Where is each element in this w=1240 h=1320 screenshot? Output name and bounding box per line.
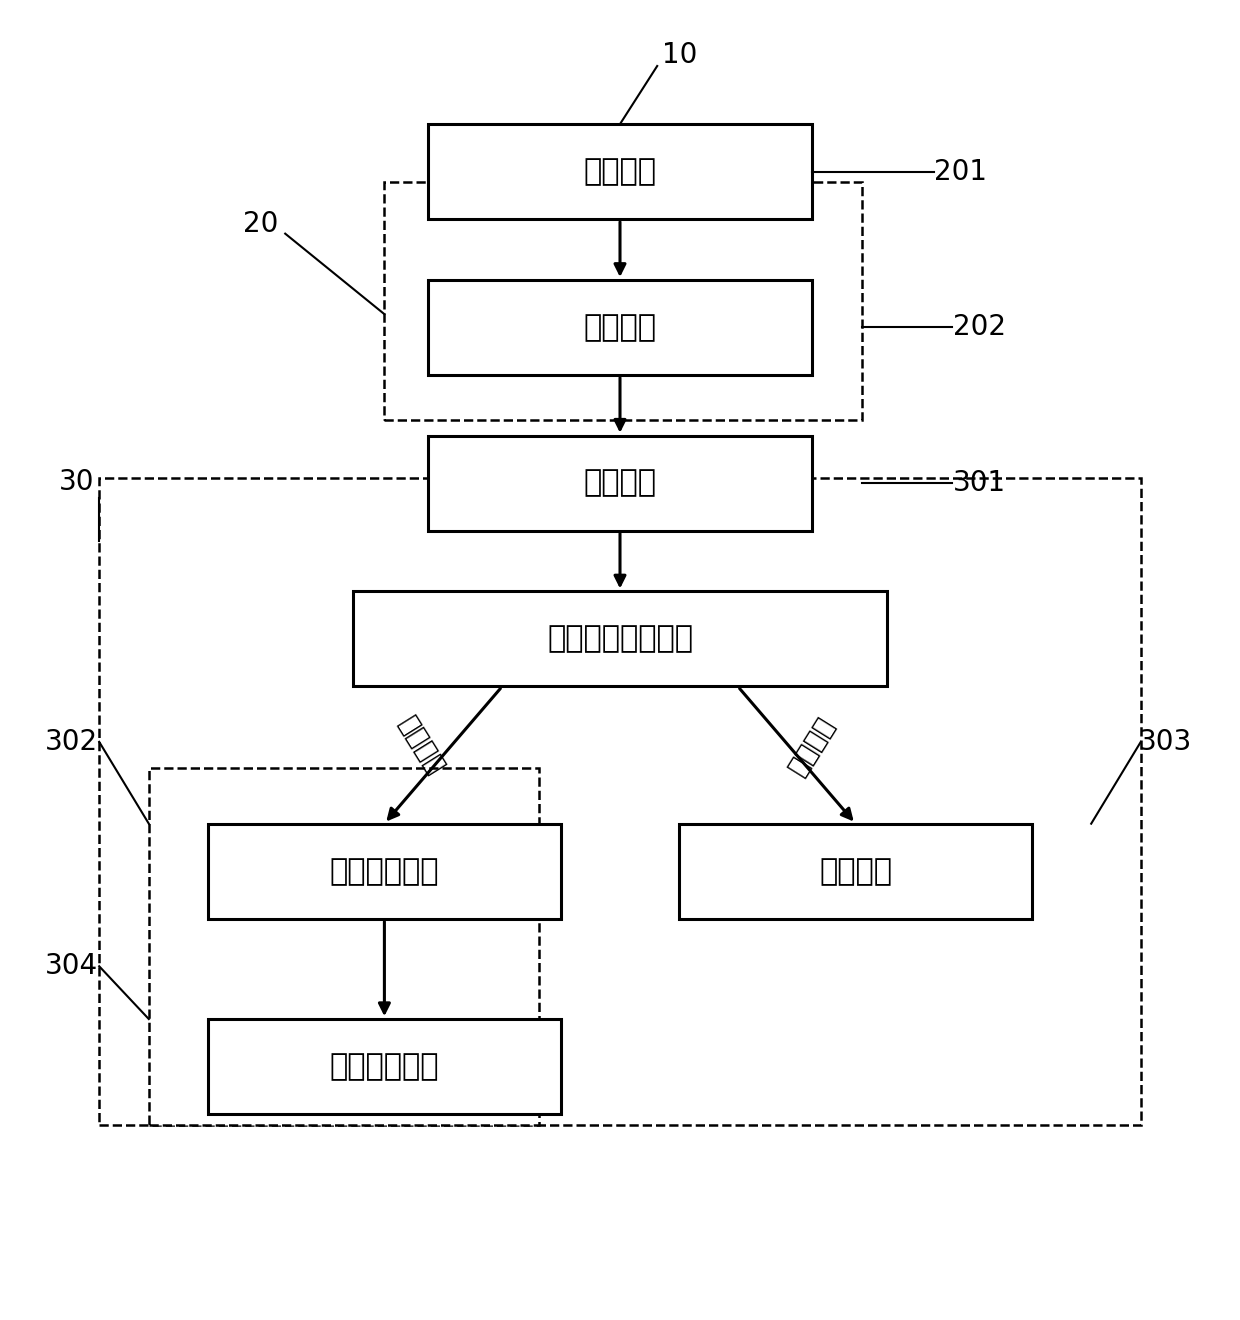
Text: 301: 301 <box>954 469 1006 498</box>
Text: 确认模块: 确认模块 <box>584 157 656 186</box>
Text: 30: 30 <box>60 467 94 496</box>
Bar <box>384 182 862 420</box>
Text: 201: 201 <box>935 157 987 186</box>
Text: 20: 20 <box>243 210 278 239</box>
Text: 10: 10 <box>662 41 697 70</box>
Bar <box>680 824 1032 919</box>
Text: 采集模块: 采集模块 <box>584 313 656 342</box>
Bar <box>428 436 812 531</box>
Bar <box>428 124 812 219</box>
Text: 202: 202 <box>954 313 1006 342</box>
Text: 通讯中断: 通讯中断 <box>785 711 839 780</box>
Text: 第一处理模块: 第一处理模块 <box>330 857 439 886</box>
Bar <box>353 591 887 686</box>
Text: 存储模块: 存储模块 <box>584 469 656 498</box>
Text: 302: 302 <box>46 727 98 756</box>
Bar <box>428 280 812 375</box>
Text: 303: 303 <box>1140 727 1192 756</box>
Text: 通讯状态显示模块: 通讯状态显示模块 <box>547 624 693 653</box>
Bar <box>208 824 560 919</box>
Bar <box>99 478 1141 1125</box>
Text: 304: 304 <box>46 952 98 981</box>
Bar <box>208 1019 560 1114</box>
Text: 第二处理模块: 第二处理模块 <box>330 1052 439 1081</box>
Text: 通讯正常: 通讯正常 <box>394 711 449 780</box>
Text: 预警模块: 预警模块 <box>820 857 892 886</box>
Bar <box>149 768 539 1125</box>
